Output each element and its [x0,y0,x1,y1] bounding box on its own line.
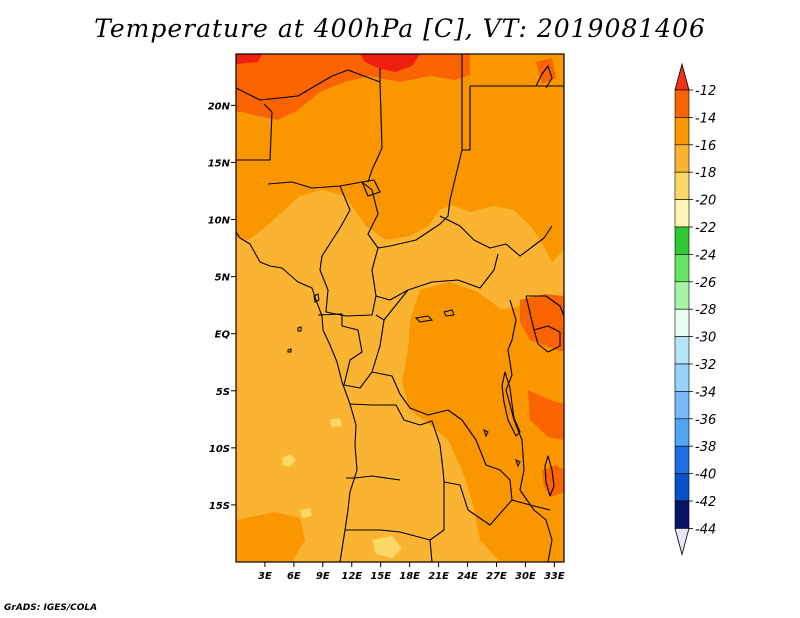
colorbar-top-arrow [674,62,690,91]
lake-malawi [544,455,555,497]
red-sea-coast [535,65,553,89]
colorbar-swatch [674,226,690,255]
longitude-axis: 3E 6E 9E 12E 15E 18E 21E 24E 27E 30E 33E [258,562,565,582]
colorbar-label: -22 [695,221,716,236]
latitude-axis: 20N 15N 10N 5N EQ 5S 10S 15S [208,101,236,512]
colorbar-swatch [674,171,690,200]
colorbar-label: -12 [695,84,716,99]
lon-tick-label: 24E [457,571,478,582]
colorbar-swatch [674,418,690,447]
lat-tick-label: 5N [215,273,231,284]
colorbar-label: -16 [695,139,716,154]
niger-nigeria-border [267,181,373,191]
chad-border [367,149,463,249]
sudan-south-sudan-border [439,215,553,257]
temperature-field-above-12 [236,54,420,72]
lon-tick-label: 3E [258,571,272,582]
angola-border [346,403,469,511]
colorbar-label: -30 [695,331,716,346]
lake-victoria [533,325,561,353]
lon-tick-label: 15E [370,571,391,582]
libya-egypt-border [461,54,564,151]
zambia-border [429,482,551,562]
lat-tick-label: 5S [216,387,230,398]
country-borders [236,54,564,562]
colorbar-label: -20 [695,194,716,209]
colorbar-swatch [674,308,690,337]
colorbar-swatch [674,117,690,146]
colorbar-swatch [674,445,690,474]
lon-tick-label: 21E [428,571,449,582]
map-frame [235,53,565,563]
colorbar-swatch [674,336,690,365]
namibia-border [345,529,431,541]
colorbar-label: -40 [695,468,716,483]
lon-tick-label: 33E [544,571,565,582]
colorbar-swatch [674,391,690,420]
colorbar-label: -28 [695,303,716,318]
lon-tick-label: 27E [486,571,507,582]
west-africa-coastline [236,231,358,562]
east-africa-border [505,299,553,562]
colorbar-label: -24 [695,248,716,263]
inland-water-bodies [287,293,521,468]
colorbar-swatch [674,89,690,118]
lake-chad [361,179,381,197]
lake-tanganyika [501,371,521,437]
temperature-field-12-14 [236,54,564,497]
lon-tick-label: 30E [515,571,536,582]
colorbar-label: -14 [695,111,716,126]
drc-border [371,289,513,501]
colorbar-label: -32 [695,358,716,373]
colorbar-swatch [674,363,690,392]
colorbar-legend: -12 -14 -16 -18 -20 -22 -24 -26 -28 -30 -32 -34 -36 -… [674,62,716,556]
mali-niger-border [236,103,273,161]
colorbar-label: -26 [695,276,716,291]
lat-tick-label: 10S [209,444,230,455]
nigeria-cameroon-border [319,185,377,317]
libya-border [367,68,383,183]
grads-credit: GrADS: IGES/COLA [4,603,98,613]
algeria-niger-border [236,69,381,101]
colorbar-label: -18 [695,166,716,181]
lat-tick-label: 20N [208,101,231,112]
lon-tick-label: 12E [341,571,362,582]
map-title: Temperature at 400hPa [C], VT: 201908140… [94,14,706,43]
lat-tick-label: 10N [208,216,231,227]
car-border [371,247,499,301]
lon-tick-label: 18E [399,571,420,582]
temperature-field-18-20 [282,418,402,558]
lon-tick-label: 9E [316,571,330,582]
lon-tick-label: 6E [287,571,301,582]
colorbar-bottom-arrow [674,528,690,556]
colorbar-label: -38 [695,440,716,455]
colorbar-label: -42 [695,495,716,510]
map-plot-area [236,54,564,562]
colorbar-label: -44 [695,522,716,537]
uganda-kenya-border [525,295,564,331]
temperature-field-14-16 [236,54,564,562]
gabon-congo-border [317,313,385,389]
colorbar-swatch [674,144,690,173]
colorbar-swatch [674,254,690,283]
colorbar-label: -36 [695,413,716,428]
lat-tick-label: EQ [215,330,231,341]
lat-tick-label: 15S [209,501,230,512]
colorbar-swatch [674,473,690,502]
colorbar-swatch [674,500,690,529]
colorbar-swatch [674,199,690,228]
lat-tick-label: 15N [208,158,231,169]
colorbar-swatch [674,281,690,310]
colorbar-label: -34 [695,385,716,400]
